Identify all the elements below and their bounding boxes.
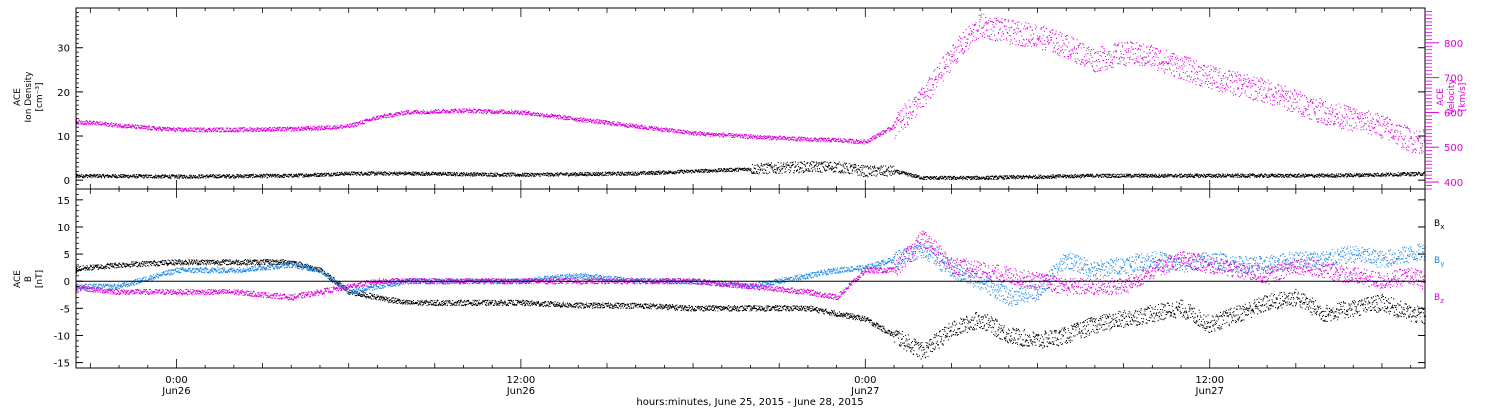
bot-ytick-label-3: 0 [64, 277, 70, 288]
vel-ytick-label-3: 700 [1444, 74, 1463, 85]
ion-density-series [76, 160, 1426, 181]
top-right-ylabel-line3: [km/s] [1458, 83, 1468, 112]
xtick-date-label-3: Jun27 [1195, 386, 1224, 397]
xtick-time-label-2: 0:00 [854, 375, 876, 386]
xtick-date-label-2: Jun27 [850, 386, 879, 397]
vel-ytick-label-0: 400 [1444, 178, 1463, 189]
top-ytick-label-3: 30 [57, 44, 70, 55]
xtick-date-label-1: Jun26 [506, 386, 535, 397]
top-ytick-label-1: 10 [57, 132, 70, 143]
top-panel-frame [75, 7, 1426, 190]
bx-series [76, 258, 1426, 360]
xtick-date-label-0: Jun26 [161, 386, 190, 397]
tick-marks-layer [76, 7, 1439, 369]
legend-bz: Bz [1434, 293, 1444, 305]
bot-ytick-label-4: 5 [64, 250, 70, 261]
data-marks-layer [76, 13, 1426, 360]
bot-ytick-label-6: 15 [57, 196, 70, 207]
top-ylabel-line2: Ion Density [24, 71, 34, 123]
bot-ytick-label-0: -15 [54, 359, 70, 370]
velocity-series [76, 13, 1426, 154]
bot-ytick-label-5: 10 [57, 223, 70, 234]
bottom-ylabel-line3: [nT] [35, 270, 45, 288]
x-axis-title: hours:minutes, June 25, 2015 - June 28, … [636, 397, 863, 408]
xtick-time-label-1: 12:00 [506, 375, 535, 386]
xtick-time-label-3: 12:00 [1195, 375, 1224, 386]
top-ytick-label-0: 0 [64, 176, 70, 187]
top-ylabel-line1: ACE [13, 88, 23, 106]
bottom-ylabel-line2: B [24, 276, 34, 282]
bz-series [76, 230, 1426, 301]
legend-bx: Bx [1434, 219, 1444, 231]
xtick-time-label-0: 0:00 [165, 375, 187, 386]
tick-labels-layer: 0 10 20 30 400 500 600 700 800 -15 -10 -5 0 5 10 15 0:00… [54, 39, 1463, 397]
bot-ytick-label-2: -5 [60, 304, 70, 315]
by-series [76, 241, 1426, 307]
vel-ytick-label-1: 500 [1444, 143, 1463, 154]
top-right-ylabel-line2: Velocity [1447, 79, 1457, 115]
top-ytick-label-2: 20 [57, 88, 70, 99]
bottom-ylabel-line1: ACE [13, 270, 23, 288]
vel-ytick-label-4: 800 [1444, 39, 1463, 50]
top-ylabel-line3: [cm⁻³] [35, 82, 45, 111]
bot-ytick-label-1: -10 [54, 331, 70, 342]
bottom-panel-frame [75, 188, 1426, 369]
top-right-ylabel-line1: ACE [1436, 88, 1446, 106]
vel-ytick-label-2: 600 [1444, 108, 1463, 119]
legend-by: By [1434, 256, 1444, 268]
